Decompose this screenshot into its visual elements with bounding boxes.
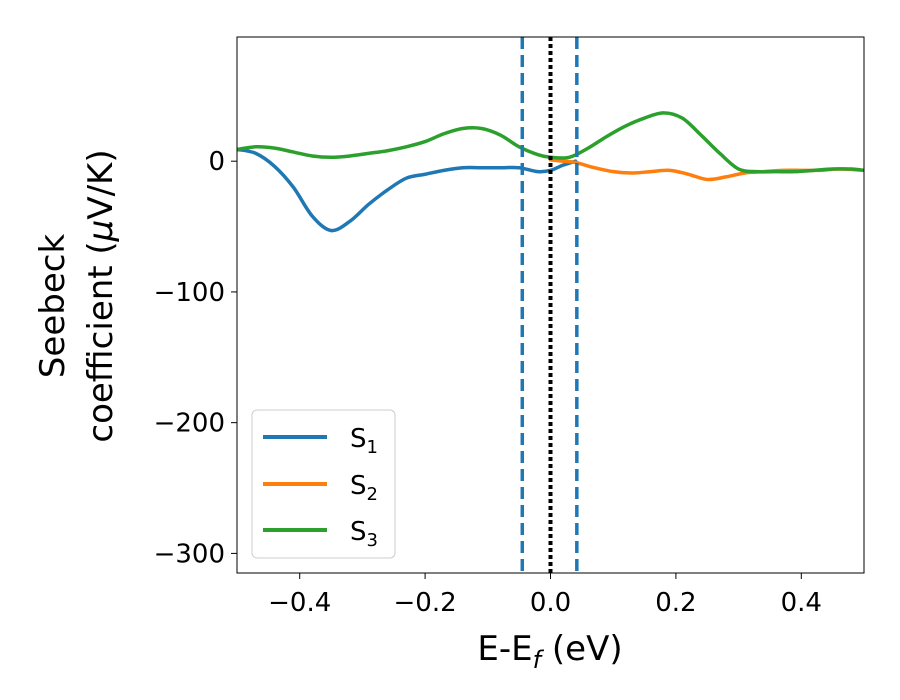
legend-label-s3: S3	[350, 517, 378, 551]
x-tick-label: 0.4	[781, 588, 822, 618]
y-axis-label-line1: Seebeck	[33, 234, 73, 379]
legend-label-s1: S1	[350, 424, 378, 458]
y-tick-label: 0	[208, 147, 225, 177]
series-line-s1	[237, 147, 578, 233]
y-axis-label-unit: V/K)	[81, 149, 121, 219]
y-tick-label: −200	[154, 409, 225, 439]
x-tick-label: −0.4	[268, 588, 331, 618]
y-tick-label: −100	[154, 278, 225, 308]
legend: S1 S2 S3	[251, 409, 396, 559]
x-tick-label: 0.0	[530, 588, 571, 618]
x-axis-label: E-Ef (eV)	[477, 629, 622, 674]
x-axis-label-tail: (eV)	[541, 629, 623, 669]
x-tick-label: 0.2	[655, 588, 696, 618]
legend-label-s2: S2	[350, 471, 378, 505]
x-tick-label: −0.2	[394, 588, 457, 618]
axis-ticks: −0.4 −0.2 0.0 0.2 0.4 0 −100 −200 −300	[154, 147, 822, 618]
y-axis-label-mu: μ	[81, 220, 121, 243]
y-axis-label-line2-text: coefficient (	[81, 241, 121, 442]
y-axis-label-line2: coefficient (μV/K)	[81, 149, 121, 442]
y-tick-label: −300	[154, 539, 225, 569]
x-axis-label-main: E-E	[477, 629, 532, 669]
plot-area	[237, 37, 864, 573]
